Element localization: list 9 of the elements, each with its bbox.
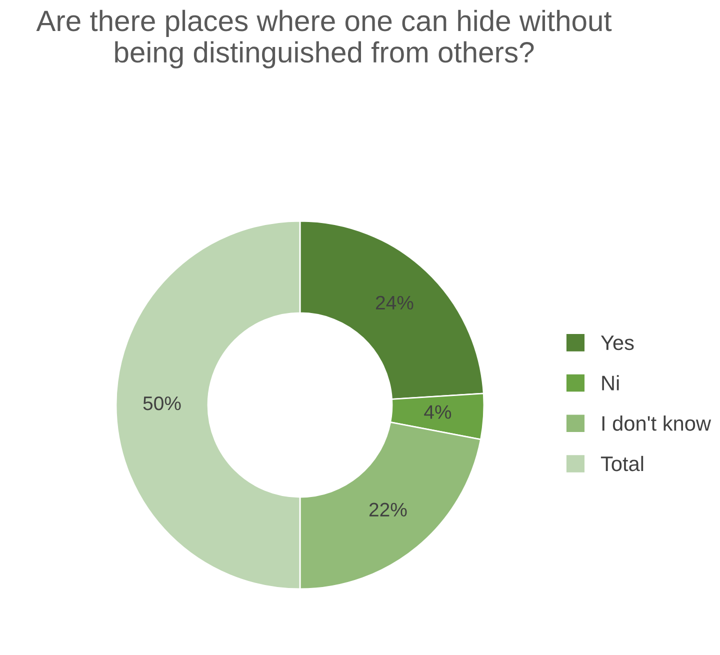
chart-title: Are there places where one can hide without being distinguished from others? — [36, 10, 612, 68]
data-label: 24% — [376, 296, 414, 310]
legend-label: I don't know — [602, 416, 712, 431]
legend-label: Total — [600, 456, 644, 472]
data-label: 22% — [369, 502, 407, 516]
data-label: 50% — [143, 396, 181, 410]
legend-label: Yes — [600, 336, 634, 350]
data-label: 4% — [424, 405, 452, 419]
legend-label: Ni — [602, 375, 619, 390]
